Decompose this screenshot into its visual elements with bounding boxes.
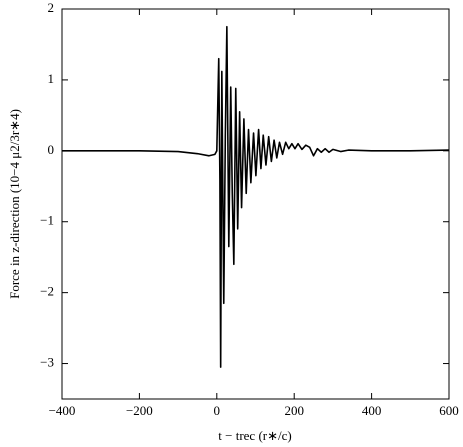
x-tick-label: 200 (284, 403, 304, 418)
x-tick-label: −200 (126, 403, 153, 418)
y-tick-label: −3 (40, 355, 54, 370)
y-tick-label: 1 (48, 71, 55, 86)
x-axis-label: t − trec (r∗/c) (218, 428, 291, 443)
data-line (62, 25, 450, 368)
y-tick-label: −2 (40, 284, 54, 299)
x-tick-label: 400 (362, 403, 382, 418)
x-tick-label: 0 (214, 403, 221, 418)
y-tick-label: 0 (48, 142, 55, 157)
y-tick-label: −1 (40, 213, 54, 228)
y-axis-label: Force in z-direction (10−4 μ2/3r∗4) (7, 109, 22, 299)
y-tick-label: 2 (48, 0, 55, 15)
x-tick-label: −400 (49, 403, 76, 418)
plot-frame (61, 8, 450, 400)
x-tick-label: 600 (439, 403, 459, 418)
